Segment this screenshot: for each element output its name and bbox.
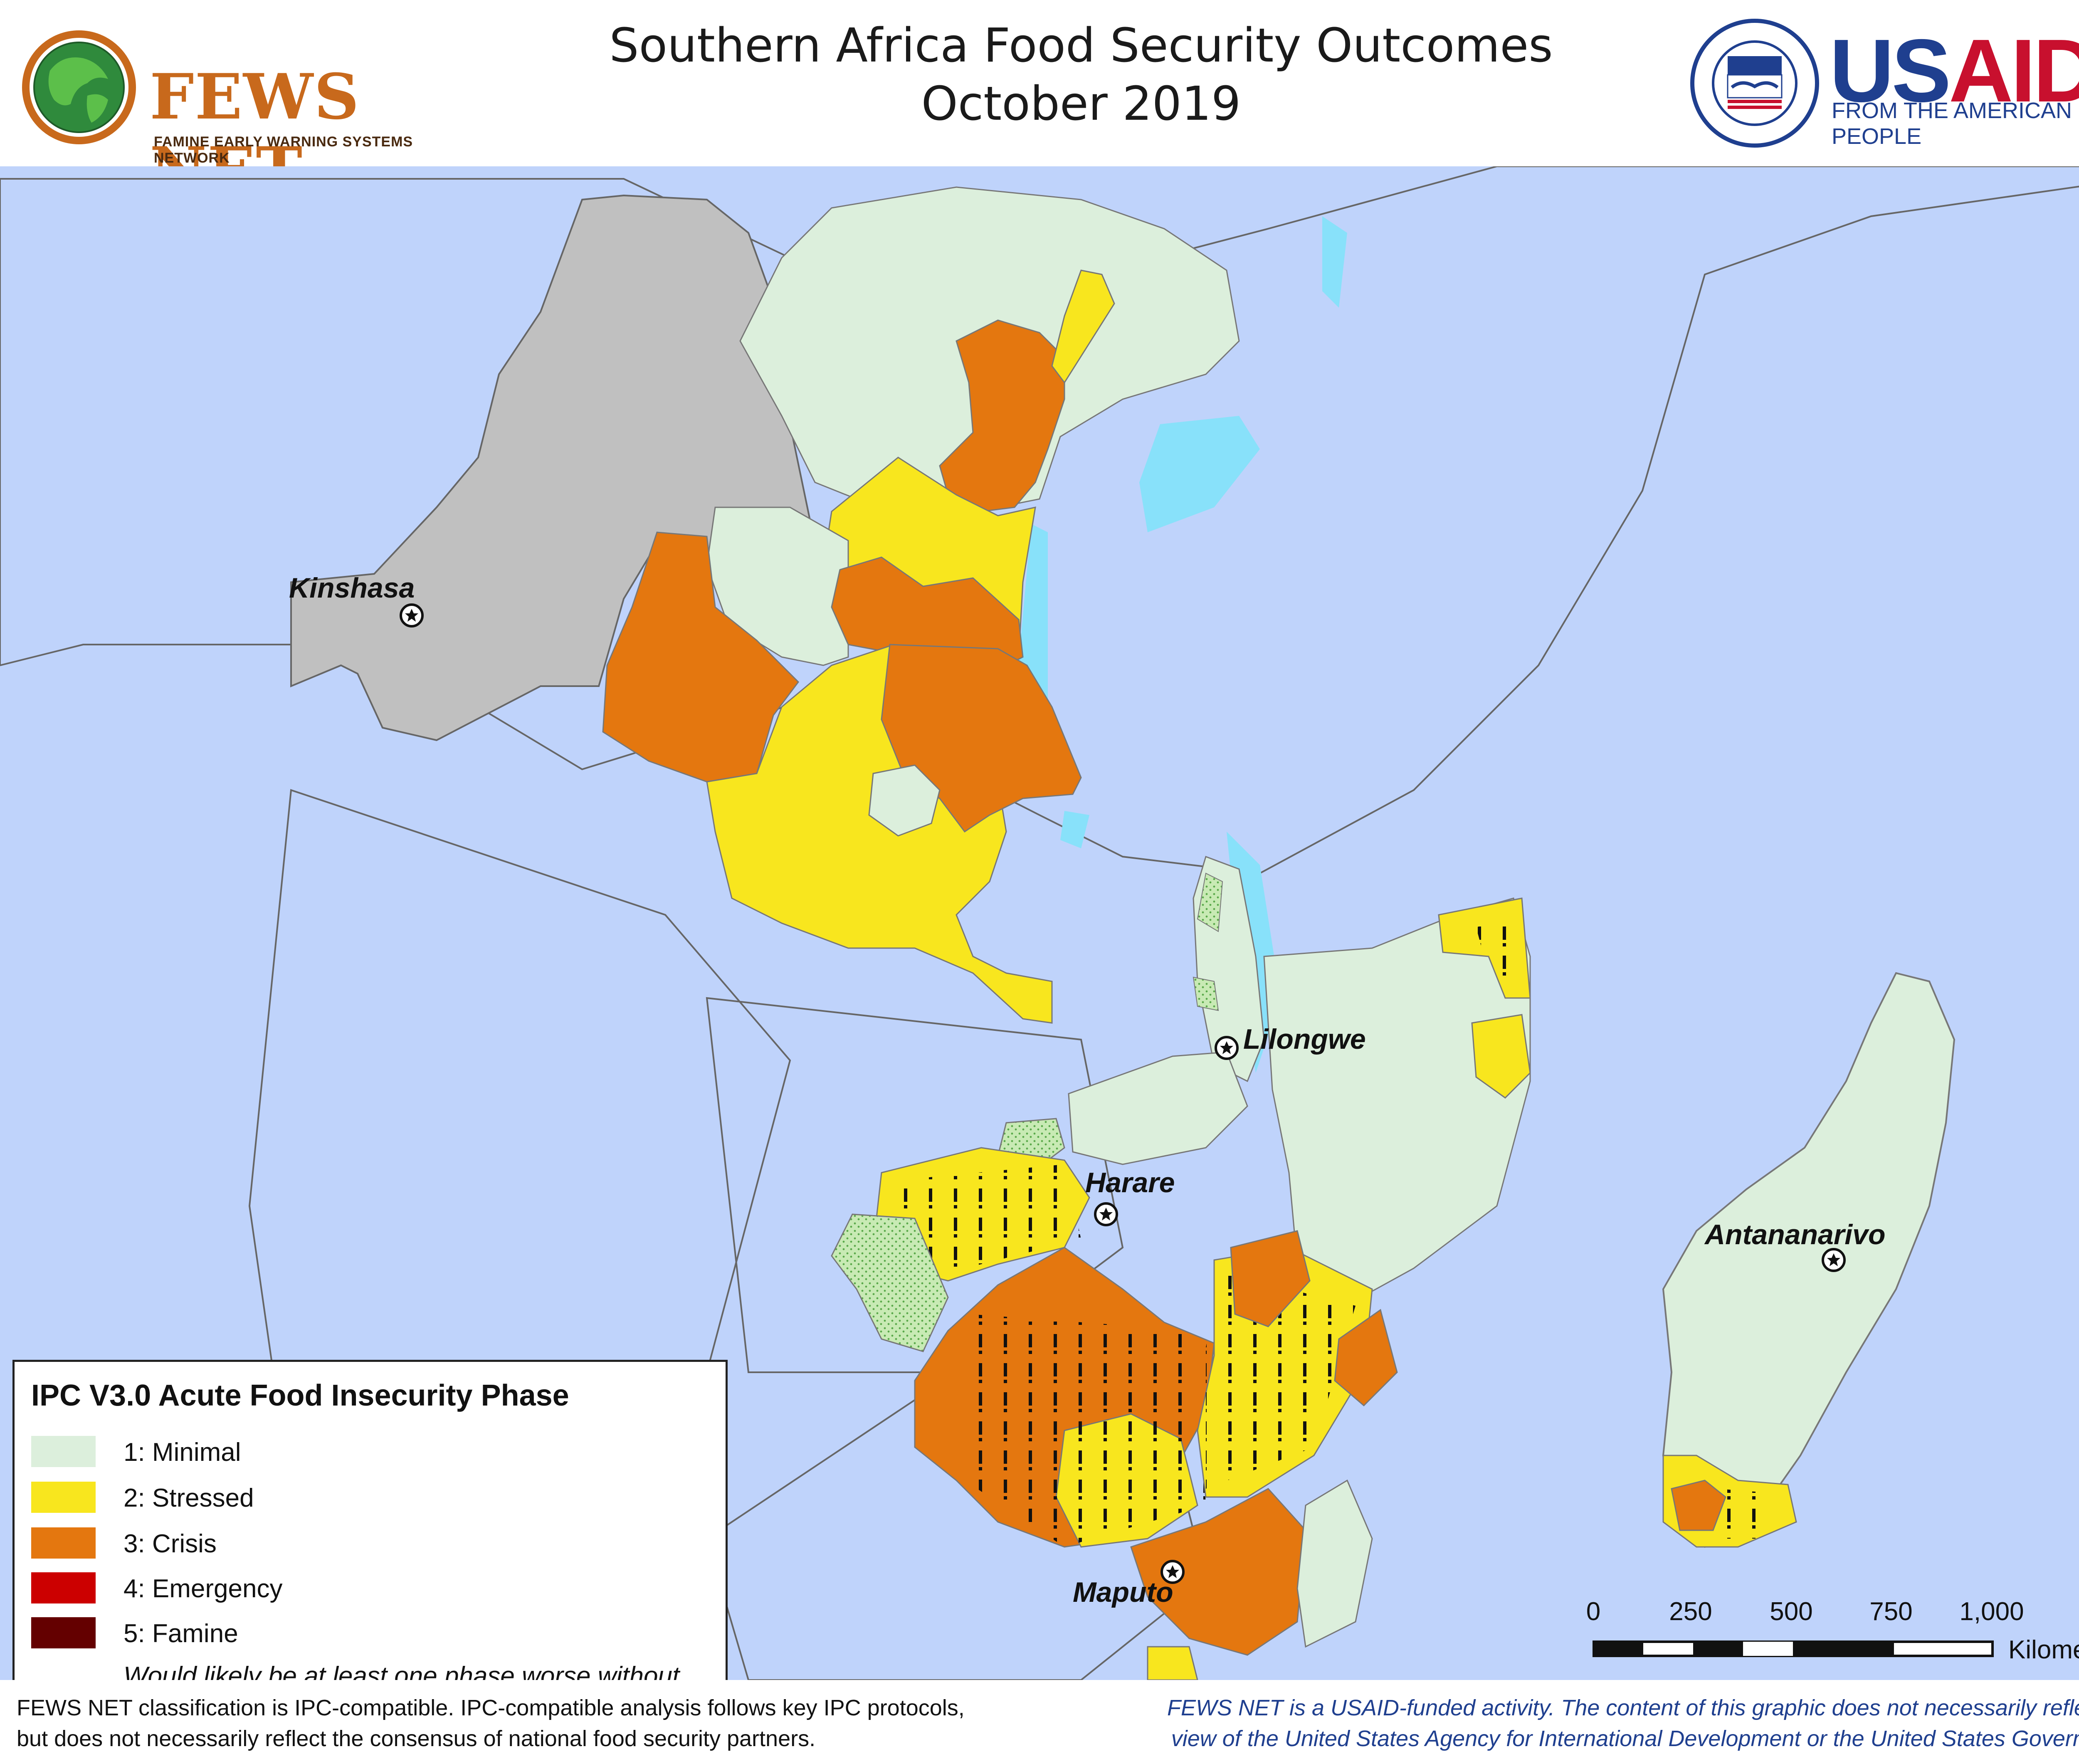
capital-star-icon xyxy=(1094,1202,1118,1226)
scalebar: 0 250 500 750 1,000 Kilometers xyxy=(1580,1597,2079,1672)
capital-star-icon xyxy=(1215,1036,1239,1060)
title-line-2: October 2019 xyxy=(921,77,1241,131)
phase1-region-zambia-east xyxy=(1068,1051,1248,1165)
footer-left-line-2: but does not necessarily reflect the con… xyxy=(17,1726,816,1751)
usaid-tagline: FROM THE AMERICAN PEOPLE xyxy=(1832,98,2072,149)
phase1-region-drc-kasai xyxy=(706,506,849,666)
phase3-region-mozambique-sofala xyxy=(1334,1309,1398,1407)
parks-region-zambezi xyxy=(831,1213,949,1352)
legend-label: 2: Stressed xyxy=(123,1484,254,1512)
footer-disclaimer-ipc: FEWS NET classification is IPC-compatibl… xyxy=(17,1692,1040,1754)
map-canvas xyxy=(0,166,2079,1680)
legend-swatch xyxy=(31,1482,96,1513)
footer-right-line-2: view of the United States Agency for Int… xyxy=(1171,1726,2079,1751)
page-title: Southern Africa Food Security Outcomes O… xyxy=(437,17,1726,133)
exclamation-icon: ! xyxy=(54,1675,65,1680)
map-panel[interactable]: Kinshasa Lilongwe Harare Antananarivo Ma… xyxy=(0,166,2079,1680)
city-label-harare: Harare xyxy=(1085,1167,1175,1198)
footer: FEWS NET classification is IPC-compatibl… xyxy=(0,1680,2079,1764)
footer-right-line-1: FEWS NET is a USAID-funded activity. The… xyxy=(1167,1695,2079,1720)
fews-net-logo: FEWS NET FAMINE EARLY WARNING SYSTEMS NE… xyxy=(12,25,437,207)
legend-swatch xyxy=(31,1572,96,1603)
footer-left-line-1: FEWS NET classification is IPC-compatibl… xyxy=(17,1695,965,1720)
assistance-hatch-zambia-west xyxy=(890,1164,1081,1272)
assistance-line-1: Would likely be at least one phase worse… xyxy=(123,1662,680,1680)
phase3-region-drc-northeast xyxy=(939,319,1065,512)
phase2-region-drc-east-strip xyxy=(1051,269,1115,384)
legend-label: 3: Crisis xyxy=(123,1529,217,1558)
phase2-region-maputo xyxy=(1147,1646,1198,1680)
scale-tick-1000: 1,000 xyxy=(1959,1597,2024,1626)
legend-swatch xyxy=(31,1527,96,1559)
city-label-antananarivo: Antananarivo xyxy=(1705,1219,1886,1250)
legend-label: 5: Famine xyxy=(123,1619,238,1648)
scalebar-graphic xyxy=(1593,1640,1994,1657)
legend-swatch xyxy=(31,1617,96,1648)
city-label-kinshasa: Kinshasa xyxy=(289,572,415,604)
capital-star-icon xyxy=(1822,1248,1846,1272)
phase2-region-mozambique-nampula xyxy=(1471,1014,1531,1099)
city-label-lilongwe: Lilongwe xyxy=(1243,1023,1366,1055)
legend: IPC V3.0 Acute Food Insecurity Phase 1: … xyxy=(12,1360,728,1680)
assistance-hatch-madagascar xyxy=(1717,1489,1771,1539)
usaid-seal-icon xyxy=(1690,19,1819,148)
phase1-region-mozambique-inhambane xyxy=(1296,1479,1373,1648)
legend-label: 1: Minimal xyxy=(123,1438,241,1467)
phase3-region-mozambique-tete xyxy=(1230,1230,1311,1327)
scale-tick-750: 750 xyxy=(1869,1597,1913,1626)
title-line-1: Southern Africa Food Security Outcomes xyxy=(609,19,1553,73)
scale-tick-500: 500 xyxy=(1770,1597,1813,1626)
city-label-maputo: Maputo xyxy=(1073,1576,1173,1608)
usaid-name: USAID xyxy=(1830,21,2079,121)
capital-star-icon xyxy=(400,603,424,628)
parks-region-malawi xyxy=(1193,872,1223,1011)
legend-swatch xyxy=(31,1436,96,1467)
fews-net-subtitle: FAMINE EARLY WARNING SYSTEMS NETWORK xyxy=(154,134,413,166)
scale-tick-0: 0 xyxy=(1586,1597,1601,1626)
legend-title: IPC V3.0 Acute Food Insecurity Phase xyxy=(31,1379,569,1412)
scale-tick-250: 250 xyxy=(1669,1597,1712,1626)
footer-disclaimer-usaid: FEWS NET is a USAID-funded activity. The… xyxy=(1114,1692,2079,1754)
assistance-hatch-zimbabwe xyxy=(965,1314,1206,1547)
phase1-region-katanga-pocket xyxy=(868,764,941,837)
scale-units: Kilometers xyxy=(2008,1636,2079,1664)
header: FEWS NET FAMINE EARLY WARNING SYSTEMS NE… xyxy=(0,0,2079,207)
usaid-name-blue: US xyxy=(1830,20,1951,121)
legend-label-assistance: Would likely be at least one phase worse… xyxy=(123,1661,679,1680)
city-markers xyxy=(400,603,1846,1584)
assistance-hatch-cabo-delgado xyxy=(1476,915,1522,981)
phase2-region-katanga xyxy=(706,644,1053,1024)
phase3-region-mozambique-gaza xyxy=(1130,1488,1306,1656)
capital-star-icon xyxy=(1160,1560,1185,1584)
usaid-name-red: AID xyxy=(1948,20,2079,121)
assistance-hatch-mozambique-central xyxy=(1206,1272,1356,1489)
phase3-region-drc-central-east xyxy=(831,556,1024,674)
legend-label: 4: Emergency xyxy=(123,1574,283,1603)
phase1-region-madagascar xyxy=(1662,972,1956,1548)
usaid-logo: USAID FROM THE AMERICAN PEOPLE xyxy=(1688,17,2079,150)
globe-icon xyxy=(22,30,136,144)
